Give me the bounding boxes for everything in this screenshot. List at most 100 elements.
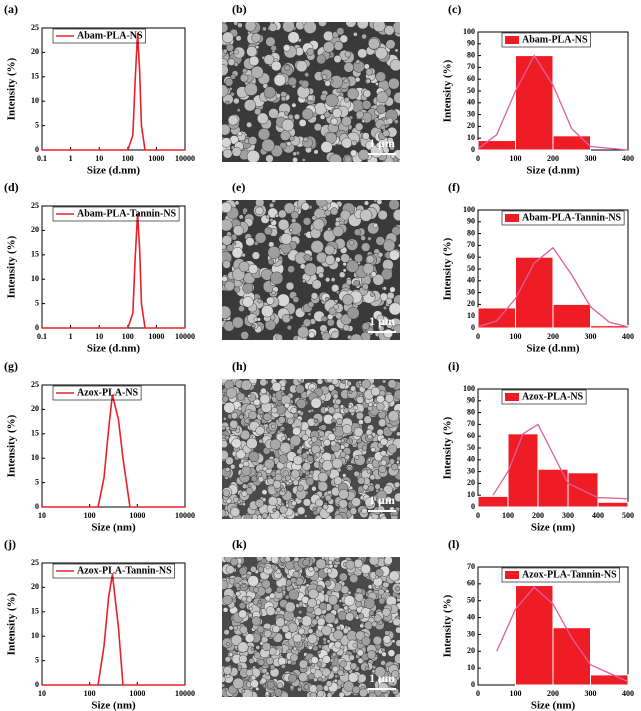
y-tick-label: 0	[35, 323, 39, 332]
particle	[225, 467, 231, 472]
bar	[590, 674, 629, 686]
particle	[393, 389, 400, 400]
particle	[321, 74, 328, 80]
particle	[250, 679, 259, 689]
particle	[334, 674, 339, 679]
particle	[348, 240, 355, 246]
particle	[222, 440, 228, 449]
particle	[277, 416, 286, 424]
particle	[372, 635, 383, 646]
particle	[335, 558, 340, 563]
particle	[231, 247, 244, 259]
particle	[231, 438, 242, 449]
particle	[281, 487, 286, 492]
y-axis-label: Intensity (%)	[6, 57, 18, 120]
particle	[317, 481, 328, 492]
particle	[348, 654, 355, 661]
particle	[261, 579, 271, 589]
particle	[360, 563, 371, 575]
particle	[265, 606, 276, 616]
particle	[321, 331, 331, 340]
y-tick-label: 80	[467, 228, 475, 237]
particle	[318, 602, 327, 611]
particle	[256, 625, 265, 634]
particle	[259, 393, 271, 405]
particle	[333, 678, 338, 683]
legend-box	[52, 28, 146, 44]
legend-swatch	[505, 571, 519, 579]
particle	[307, 628, 314, 634]
particle	[270, 423, 276, 429]
particle	[303, 253, 312, 262]
particle	[372, 274, 385, 286]
particle	[333, 629, 344, 640]
particle	[309, 691, 317, 697]
particle	[336, 27, 345, 36]
particle	[386, 117, 394, 125]
particle	[347, 590, 352, 595]
particle	[222, 449, 229, 460]
particle	[357, 476, 365, 485]
particle	[275, 617, 285, 628]
particle	[388, 570, 400, 582]
particle	[326, 568, 332, 574]
y-tick-label: 50	[467, 443, 475, 452]
particle	[370, 271, 377, 278]
x-tick-label: 10	[95, 332, 103, 341]
particle	[290, 406, 298, 414]
particle	[222, 64, 229, 77]
particle	[389, 144, 395, 151]
particle	[368, 610, 375, 617]
particle	[267, 258, 275, 266]
particle	[257, 566, 265, 573]
particle	[387, 680, 394, 687]
particle	[359, 688, 368, 697]
particle	[370, 292, 375, 297]
legend-box	[52, 563, 175, 579]
particle	[353, 405, 358, 411]
x-tick-label: 10	[95, 154, 103, 163]
x-tick-label: 100	[510, 689, 522, 698]
particle	[322, 655, 331, 664]
particle	[292, 426, 301, 436]
particle	[233, 62, 239, 67]
particle	[388, 77, 400, 90]
particle	[362, 262, 375, 275]
particle	[361, 507, 368, 515]
legend-label: Abam-PLA-Tannin-NS	[77, 208, 177, 219]
panel-label: (d)	[4, 180, 19, 194]
particle	[222, 244, 227, 250]
y-tick-label: 80	[467, 407, 475, 416]
particle	[255, 45, 260, 50]
particle	[379, 437, 388, 446]
particle	[269, 218, 274, 222]
particle	[251, 323, 256, 329]
particle	[222, 305, 232, 319]
y-tick-label: 15	[31, 72, 39, 81]
legend-label: Azox-PLA-NS	[522, 391, 584, 402]
particle	[246, 596, 253, 603]
y-tick-label: 10	[467, 663, 475, 672]
x-tick-label: 1	[69, 332, 73, 341]
y-axis-label: Intensity (%)	[442, 237, 454, 300]
particle	[241, 689, 246, 693]
y-axis-label: Intensity (%)	[442, 416, 454, 479]
particle	[311, 486, 317, 492]
particle	[223, 629, 230, 636]
x-tick-label: 10	[38, 689, 46, 698]
particle	[376, 104, 386, 114]
particle	[257, 599, 262, 604]
x-tick-label: 0	[476, 332, 480, 341]
particle	[222, 260, 231, 269]
particle	[339, 271, 346, 278]
particle	[280, 95, 287, 102]
particle	[251, 32, 262, 43]
particle	[358, 149, 370, 161]
particle	[263, 86, 276, 99]
bar	[552, 303, 591, 329]
particle	[360, 235, 366, 241]
particle	[332, 225, 344, 237]
particle	[248, 612, 253, 618]
y-tick-label: 20	[31, 582, 39, 591]
particle	[253, 241, 259, 246]
